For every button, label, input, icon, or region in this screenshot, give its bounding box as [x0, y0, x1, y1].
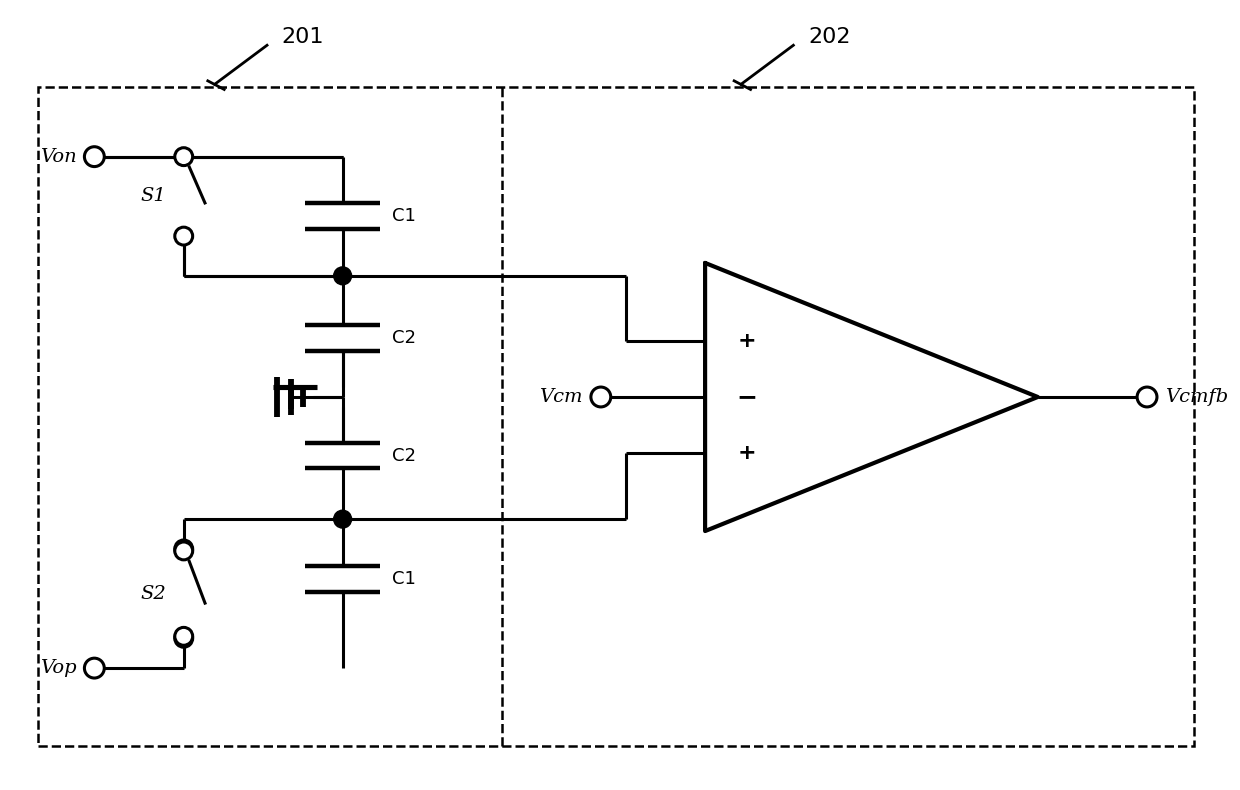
Circle shape: [84, 658, 104, 678]
Text: C1: C1: [392, 207, 417, 225]
Text: C2: C2: [392, 446, 417, 465]
Circle shape: [591, 387, 611, 407]
Circle shape: [175, 630, 192, 647]
Text: Vop: Vop: [40, 659, 77, 677]
Text: C2: C2: [392, 329, 417, 348]
Circle shape: [1137, 387, 1157, 407]
Circle shape: [334, 510, 352, 528]
Text: +: +: [738, 443, 756, 463]
Text: −: −: [737, 385, 758, 409]
Circle shape: [175, 228, 192, 245]
Text: S1: S1: [140, 187, 166, 205]
Text: +: +: [738, 331, 756, 351]
Text: Vcm: Vcm: [539, 388, 583, 406]
Circle shape: [175, 148, 192, 166]
Circle shape: [84, 147, 104, 167]
Circle shape: [334, 267, 352, 284]
Circle shape: [175, 542, 192, 560]
Bar: [37, 87, 1194, 746]
Text: S2: S2: [140, 585, 166, 603]
Text: 202: 202: [808, 28, 851, 47]
Text: C1: C1: [392, 570, 417, 588]
Circle shape: [175, 540, 192, 558]
Circle shape: [175, 627, 192, 645]
Text: 201: 201: [281, 28, 324, 47]
Text: Vcmfb: Vcmfb: [1164, 388, 1228, 406]
Text: Von: Von: [40, 148, 77, 166]
